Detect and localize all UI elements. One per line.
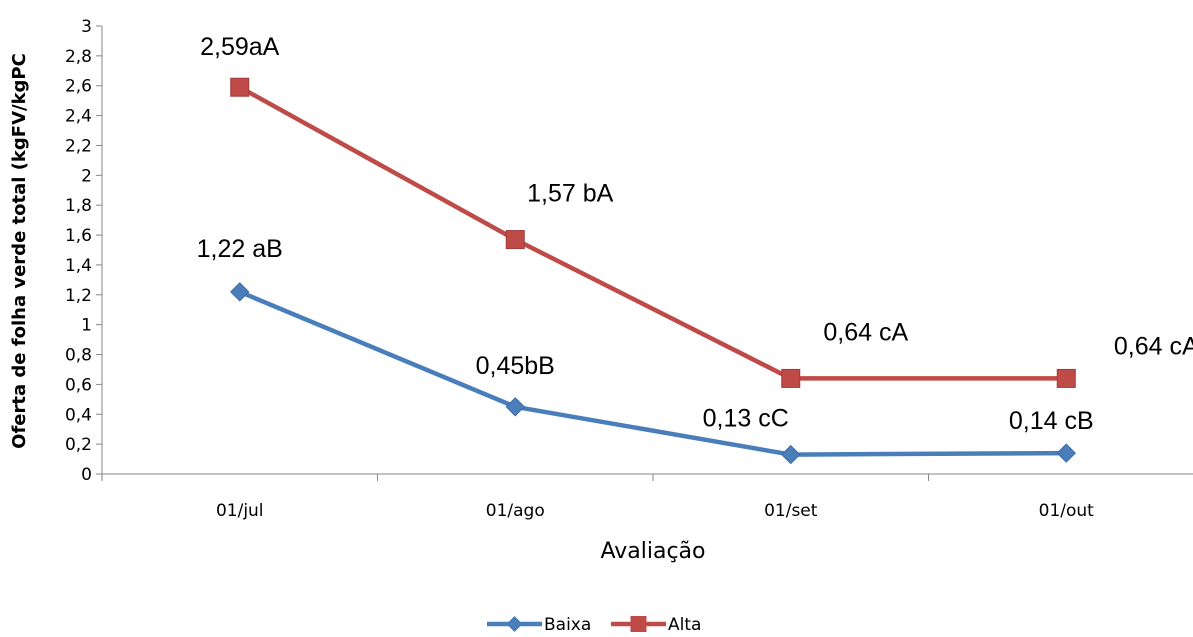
y-tick-label: 1	[81, 316, 92, 336]
y-axis-ticks: 0 0,2 0,4 0,6 0,8 1 1,2 1,4 1,6 1,8 2 2,2 2,4 2,6 2,8 3	[65, 17, 102, 485]
data-point	[781, 368, 801, 388]
series-baixa	[230, 282, 1076, 465]
legend-marker	[506, 616, 523, 632]
data-labels: 1,22 aB 0,45bB 0,13 cC 0,14 cB 2,59aA 1,57 bA…	[197, 33, 1193, 435]
data-point	[1056, 443, 1076, 463]
series-alta	[230, 77, 1076, 388]
data-label: 0,64 cA	[823, 318, 908, 346]
y-tick-label: 2,4	[65, 107, 92, 127]
y-tick-label: 1,4	[65, 256, 92, 276]
y-tick-label: 2	[81, 166, 92, 186]
x-axis-ticks: 01/jul 01/ago 01/set 01/out	[101, 474, 1095, 521]
data-label: 2,59aA	[200, 33, 280, 61]
series-line	[238, 289, 1067, 457]
data-label: 0,14 cB	[1009, 407, 1094, 435]
x-tick-label: 01/ago	[486, 501, 545, 521]
data-point	[230, 77, 250, 97]
y-tick-label: 1,2	[65, 286, 92, 306]
data-label: 0,64 cA	[1114, 332, 1193, 360]
data-label: 1,57 bA	[527, 180, 614, 208]
data-point	[505, 397, 525, 417]
data-point	[230, 282, 250, 302]
legend-label: Alta	[668, 615, 701, 635]
data-label: 1,22 aB	[197, 235, 283, 263]
data-point	[781, 444, 801, 465]
series-layer	[230, 77, 1076, 465]
y-axis-title: Oferta de folha verde total (kgFV/kgPC	[9, 53, 30, 449]
data-point	[1056, 368, 1076, 388]
legend-marker	[630, 616, 647, 632]
y-tick-label: 0,6	[65, 375, 92, 395]
data-point	[505, 230, 525, 250]
y-tick-label: 0	[81, 465, 92, 485]
legend-label: Baixa	[544, 615, 591, 635]
y-tick-label: 2,6	[65, 77, 92, 97]
x-tick-label: 01/out	[1039, 501, 1095, 521]
y-tick-label: 1,8	[65, 196, 92, 216]
x-axis-title: Avaliação	[600, 539, 705, 564]
data-label: 0,45bB	[476, 352, 555, 380]
y-tick-label: 2,8	[65, 47, 92, 67]
y-tick-label: 0,8	[65, 346, 92, 366]
legend: Baixa Alta	[487, 615, 701, 635]
y-tick-label: 3	[81, 17, 92, 37]
y-tick-label: 1,6	[65, 226, 92, 246]
legend-item-baixa: Baixa	[487, 615, 591, 635]
data-label: 0,13 cC	[703, 405, 789, 433]
y-tick-label: 0,4	[65, 405, 92, 425]
axes	[101, 26, 1193, 475]
y-tick-label: 2,2	[65, 136, 92, 156]
x-tick-label: 01/jul	[216, 501, 264, 521]
series-line	[238, 85, 1067, 381]
legend-item-alta: Alta	[611, 615, 701, 635]
x-tick-label: 01/set	[764, 501, 818, 521]
y-tick-label: 0,2	[65, 435, 92, 455]
